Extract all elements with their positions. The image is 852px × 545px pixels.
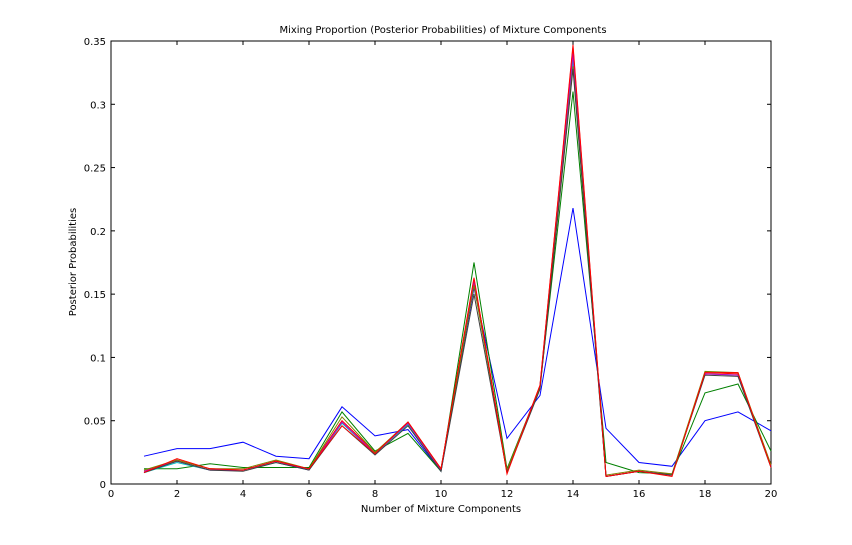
y-axis-label: Posterior Probabilities	[68, 208, 79, 316]
y-tick-label: 0.25	[84, 164, 106, 175]
y-tick-label: 0.35	[84, 37, 106, 48]
y-tick-label: 0.05	[84, 417, 106, 428]
x-tick-label: 10	[435, 489, 448, 500]
series-line-6	[143, 66, 772, 476]
x-tick-label: 2	[174, 489, 180, 500]
x-tick-label: 12	[501, 489, 514, 500]
series-line-8	[143, 44, 772, 477]
x-tick-label: 14	[567, 489, 580, 500]
y-tick-label: 0.2	[90, 227, 106, 238]
x-tick-label: 4	[240, 489, 246, 500]
axis-ticks: 0 2 4 6 8 10 12 14 16 18 20 0 0.05 0.1 0.15 0.2 0.25 0.3 0…	[84, 37, 778, 500]
y-tick-label: 0.3	[90, 100, 106, 111]
x-axis-label: Number of Mixture Components	[361, 504, 521, 515]
series-lines	[143, 44, 772, 477]
x-tick-label: 18	[699, 489, 712, 500]
x-tick-label: 0	[108, 489, 114, 500]
x-tick-label: 8	[372, 489, 378, 500]
chart-title: Mixing Proportion (Posterior Probabiliti…	[279, 25, 606, 36]
x-tick-label: 20	[765, 489, 778, 500]
y-tick-label: 0.15	[84, 290, 106, 301]
x-tick-label: 6	[306, 489, 312, 500]
series-line-7	[143, 68, 772, 477]
y-tick-label: 0	[100, 480, 106, 491]
y-tick-label: 0.1	[90, 353, 106, 364]
plot-area	[110, 40, 772, 485]
x-tick-label: 16	[633, 489, 646, 500]
